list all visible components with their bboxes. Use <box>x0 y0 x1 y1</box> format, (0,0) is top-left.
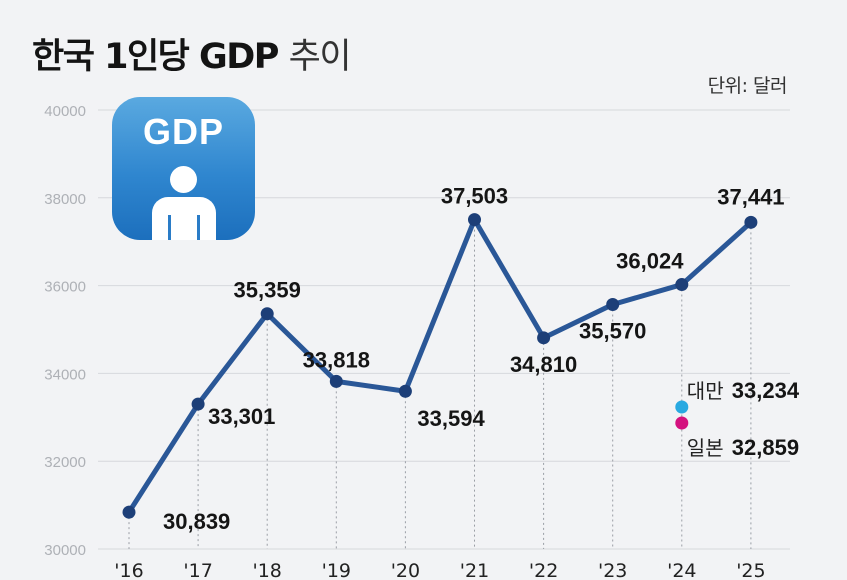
data-label: 37,441 <box>717 184 784 209</box>
data-label: 33,594 <box>417 406 485 431</box>
data-point <box>606 297 620 311</box>
comparison-name: 대만 <box>687 379 724 403</box>
chart-title: 한국 1인당 GDP 추이 <box>32 28 352 79</box>
series-line <box>126 217 754 515</box>
y-tick-label: 36000 <box>44 279 86 296</box>
data-label: 30,839 <box>163 509 230 534</box>
data-label: 35,359 <box>234 278 301 303</box>
x-tick-label: '20 <box>391 560 420 580</box>
y-tick-label: 34000 <box>44 366 86 383</box>
comparison-value: 33,234 <box>732 378 800 403</box>
data-point <box>468 213 481 227</box>
x-tick-label: '23 <box>598 560 627 580</box>
data-label: 36,024 <box>616 249 684 274</box>
unit-label: 단위: 달러 <box>707 75 788 97</box>
title-bold: 한국 1인당 GDP <box>32 37 279 77</box>
x-tick-label: '22 <box>529 560 558 580</box>
comparison-point <box>675 416 689 430</box>
x-tick-label: '18 <box>252 560 281 580</box>
y-tick-label: 38000 <box>44 191 86 208</box>
data-label: 35,570 <box>579 318 646 343</box>
x-tick-label: '25 <box>736 560 765 580</box>
data-label: 33,818 <box>303 347 370 372</box>
x-tick-label: '16 <box>114 560 143 580</box>
comparison-value: 32,859 <box>732 435 799 460</box>
comparison-name: 일본 <box>687 436 724 460</box>
data-point <box>537 331 551 345</box>
y-tick-label: 30000 <box>44 542 86 559</box>
data-point <box>398 384 412 398</box>
data-point <box>744 215 758 229</box>
y-tick-label: 32000 <box>44 454 86 471</box>
y-tick-label: 40000 <box>44 103 86 120</box>
x-tick-label: '24 <box>667 560 696 580</box>
comparison-point <box>675 400 689 414</box>
data-point <box>329 374 343 388</box>
data-point <box>122 505 136 519</box>
badge-text: GDP <box>142 111 224 152</box>
data-label: 34,810 <box>510 352 577 377</box>
title-light: 추이 <box>288 37 352 77</box>
data-point <box>675 278 689 292</box>
data-point <box>260 307 274 321</box>
x-tick-label: '17 <box>183 560 212 580</box>
x-tick-label: '21 <box>460 560 489 580</box>
x-tick-label: '19 <box>322 560 351 580</box>
data-label: 37,503 <box>441 184 508 209</box>
data-label: 33,301 <box>208 404 275 429</box>
gdp-badge: GDP <box>112 97 255 240</box>
data-point <box>191 397 205 411</box>
